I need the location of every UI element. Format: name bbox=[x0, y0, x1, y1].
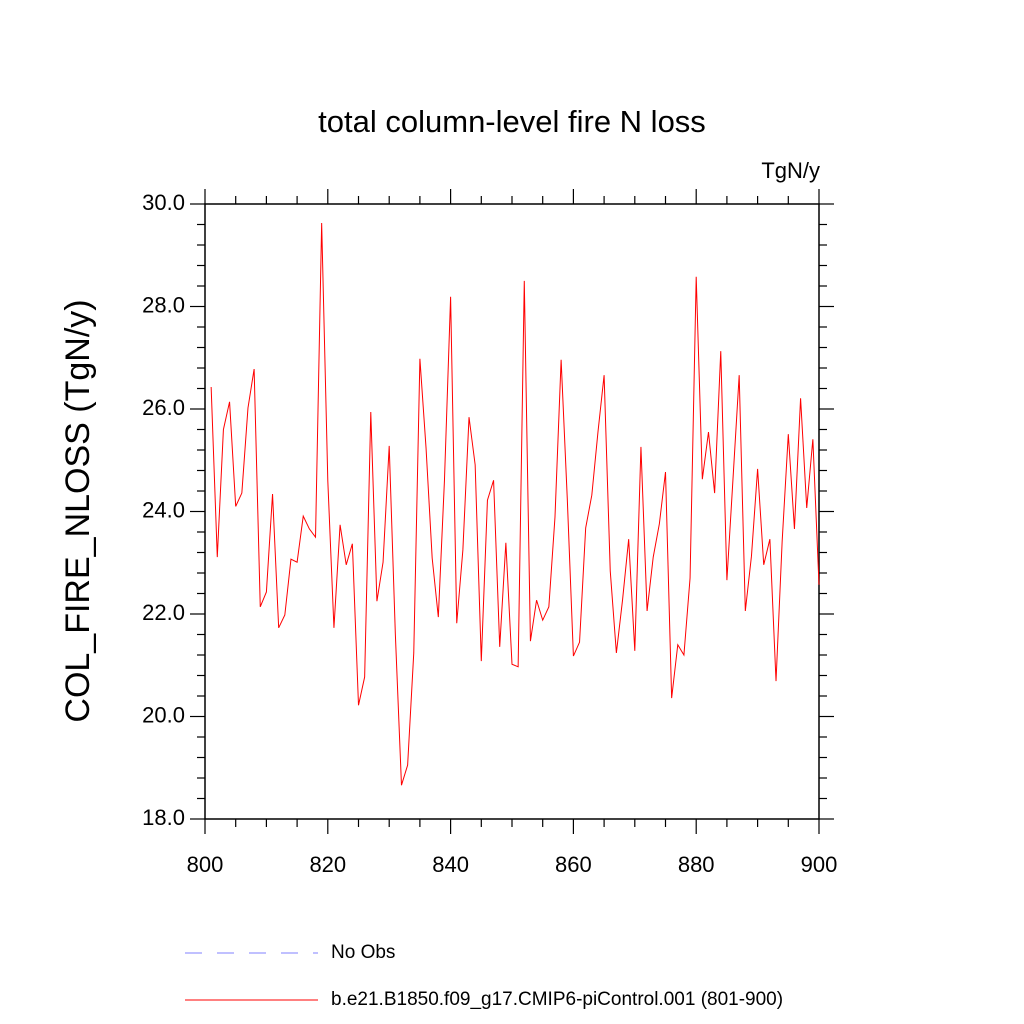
x-tick-label: 880 bbox=[678, 852, 715, 877]
legend-label: b.e21.B1850.f09_g17.CMIP6-piControl.001 … bbox=[331, 989, 783, 1010]
x-tick-label: 820 bbox=[309, 852, 346, 877]
y-axis-label: COL_FIRE_NLOSS (TgN/y) bbox=[59, 299, 97, 722]
data-line bbox=[210, 222, 820, 786]
y-tick-label: 24.0 bbox=[142, 497, 185, 522]
x-tick-label: 800 bbox=[187, 852, 224, 877]
y-tick-label: 30.0 bbox=[142, 190, 185, 215]
x-tick-label: 860 bbox=[555, 852, 592, 877]
units-label: TgN/y bbox=[761, 158, 820, 183]
y-tick-label: 28.0 bbox=[142, 292, 185, 317]
chart-title: total column-level fire N loss bbox=[318, 104, 706, 139]
y-tick-label: 18.0 bbox=[142, 805, 185, 830]
plot-frame bbox=[204, 203, 820, 820]
y-tick-label: 22.0 bbox=[142, 600, 185, 625]
y-tick-label: 26.0 bbox=[142, 395, 185, 420]
x-tick-label: 900 bbox=[801, 852, 838, 877]
y-tick-label: 20.0 bbox=[142, 702, 185, 727]
legend-label: No Obs bbox=[331, 942, 395, 963]
x-tick-label: 840 bbox=[432, 852, 469, 877]
